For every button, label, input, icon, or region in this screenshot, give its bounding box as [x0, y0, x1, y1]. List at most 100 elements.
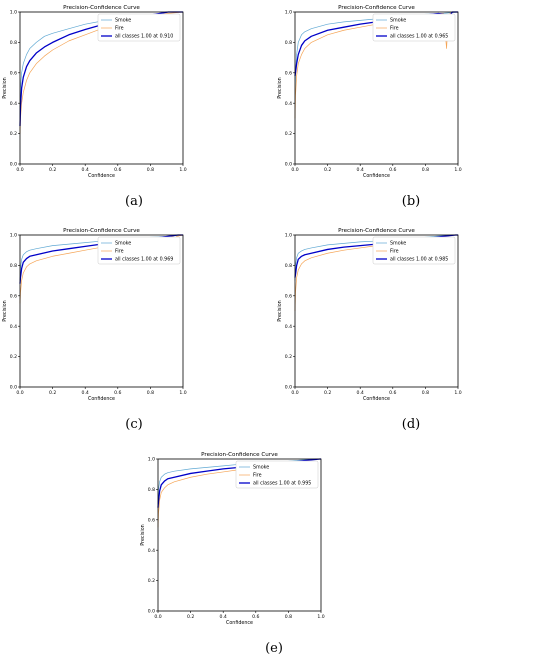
x-tick-label: 0.0	[154, 614, 161, 620]
chart-title: Precision-Confidence Curve	[338, 228, 415, 234]
y-axis-label: Precision	[140, 524, 146, 545]
y-axis-label: Precision	[277, 300, 283, 321]
chart-title: Precision-Confidence Curve	[63, 228, 140, 234]
legend-entry-1: Fire	[115, 26, 124, 32]
y-axis-label: Precision	[2, 300, 8, 321]
y-axis-label: Precision	[2, 77, 8, 98]
x-axis-label: Confidence	[363, 396, 390, 402]
y-tick-label: 1.0	[10, 233, 17, 239]
chart-title: Precision-Confidence Curve	[201, 452, 278, 458]
x-tick-label: 0.4	[357, 390, 364, 396]
x-tick-label: 0.0	[16, 390, 23, 396]
x-tick-label: 0.8	[147, 390, 154, 396]
x-tick-label: 0.8	[422, 390, 429, 396]
y-tick-label: 0.6	[285, 70, 292, 76]
x-tick-label: 0.4	[82, 167, 89, 173]
chart-title: Precision-Confidence Curve	[338, 5, 415, 11]
x-axis-label: Confidence	[88, 173, 115, 179]
y-tick-label: 0.8	[285, 263, 292, 269]
x-tick-label: 1.0	[179, 390, 186, 396]
legend-entry-1: Fire	[390, 249, 399, 255]
panel-label-a: (a)	[125, 194, 143, 209]
y-tick-label: 0.8	[148, 487, 155, 493]
legend-entry-2: all classes 1.00 at 0.910	[115, 34, 173, 40]
x-tick-label: 0.2	[49, 390, 56, 396]
panel-label-b: (b)	[401, 194, 421, 209]
y-tick-label: 0.2	[10, 354, 17, 360]
legend	[372, 236, 456, 265]
x-tick-label: 0.4	[220, 614, 227, 620]
x-tick-label: 0.6	[389, 390, 396, 396]
y-tick-label: 0.2	[285, 131, 292, 137]
legend-entry-0: Smoke	[390, 18, 406, 24]
x-tick-label: 0.2	[49, 167, 56, 173]
panel-label-d: (d)	[401, 417, 421, 432]
x-tick-label: 0.4	[357, 167, 364, 173]
x-tick-label: 1.0	[179, 167, 186, 173]
plot-frame	[19, 11, 184, 165]
plot-frame	[294, 11, 459, 165]
x-tick-label: 1.0	[317, 614, 324, 620]
legend-entry-0: Smoke	[115, 241, 131, 247]
y-tick-label: 0.8	[10, 263, 17, 269]
y-tick-label: 1.0	[10, 10, 17, 16]
y-tick-label: 0.8	[10, 40, 17, 46]
chart-e: Precision-Confidence Curve 0.0 0.2 0.4 0.6 0.…	[140, 452, 325, 626]
x-axis-label: Confidence	[226, 620, 253, 626]
y-tick-label: 0.4	[10, 324, 17, 330]
chart-title: Precision-Confidence Curve	[63, 5, 140, 11]
plot-frame	[157, 458, 322, 612]
legend-entry-0: Smoke	[390, 241, 406, 247]
legend-entry-2: all classes 1.00 at 0.969	[115, 257, 173, 263]
y-axis-label: Precision	[277, 77, 283, 98]
x-axis-label: Confidence	[363, 173, 390, 179]
x-tick-label: 0.6	[114, 390, 121, 396]
y-tick-label: 0.6	[148, 517, 155, 523]
legend	[97, 13, 181, 42]
y-tick-label: 0.4	[285, 101, 292, 107]
y-tick-label: 0.4	[148, 548, 155, 554]
y-tick-label: 0.0	[10, 385, 17, 391]
y-tick-label: 0.6	[10, 70, 17, 76]
x-tick-label: 0.8	[147, 167, 154, 173]
x-tick-label: 0.0	[291, 390, 298, 396]
legend-entry-1: Fire	[253, 473, 262, 479]
y-tick-label: 0.0	[285, 385, 292, 391]
chart-c: Precision-Confidence Curve 0.0 0.2 0.4 0.6 0.…	[2, 228, 187, 402]
legend-entry-2: all classes 1.00 at 0.995	[253, 481, 311, 487]
y-tick-label: 1.0	[285, 10, 292, 16]
y-tick-label: 0.4	[10, 101, 17, 107]
y-tick-label: 0.6	[10, 293, 17, 299]
x-axis-label: Confidence	[88, 396, 115, 402]
x-tick-label: 0.6	[252, 614, 259, 620]
y-tick-label: 1.0	[285, 233, 292, 239]
legend-entry-2: all classes 1.00 at 0.985	[390, 257, 448, 263]
x-tick-label: 0.2	[187, 614, 194, 620]
chart-a: Precision-Confidence Curve 0.0 0.2 0.4 0.6 0.…	[2, 5, 187, 179]
x-tick-label: 0.0	[291, 167, 298, 173]
x-tick-label: 0.8	[422, 167, 429, 173]
legend	[97, 236, 181, 265]
series-line-1	[19, 234, 184, 304]
legend	[235, 460, 319, 489]
x-tick-label: 0.2	[324, 390, 331, 396]
x-tick-label: 0.6	[114, 167, 121, 173]
chart-b: Precision-Confidence Curve 0.0 0.2 0.4 0.6 0.…	[277, 5, 462, 179]
y-tick-label: 0.4	[285, 324, 292, 330]
y-tick-label: 0.2	[285, 354, 292, 360]
y-tick-label: 0.8	[285, 40, 292, 46]
legend-entry-1: Fire	[115, 249, 124, 255]
y-tick-label: 0.2	[10, 131, 17, 137]
plot-frame	[19, 234, 184, 388]
x-tick-label: 1.0	[454, 167, 461, 173]
chart-d: Precision-Confidence Curve 0.0 0.2 0.4 0.6 0.…	[277, 228, 462, 402]
legend-entry-0: Smoke	[253, 465, 269, 471]
y-tick-label: 0.6	[285, 293, 292, 299]
legend	[372, 13, 456, 42]
y-tick-label: 0.0	[10, 162, 17, 168]
x-tick-label: 0.8	[285, 614, 292, 620]
y-tick-label: 0.2	[148, 578, 155, 584]
legend-entry-0: Smoke	[115, 18, 131, 24]
panel-label-c: (c)	[125, 417, 143, 432]
y-tick-label: 0.0	[285, 162, 292, 168]
